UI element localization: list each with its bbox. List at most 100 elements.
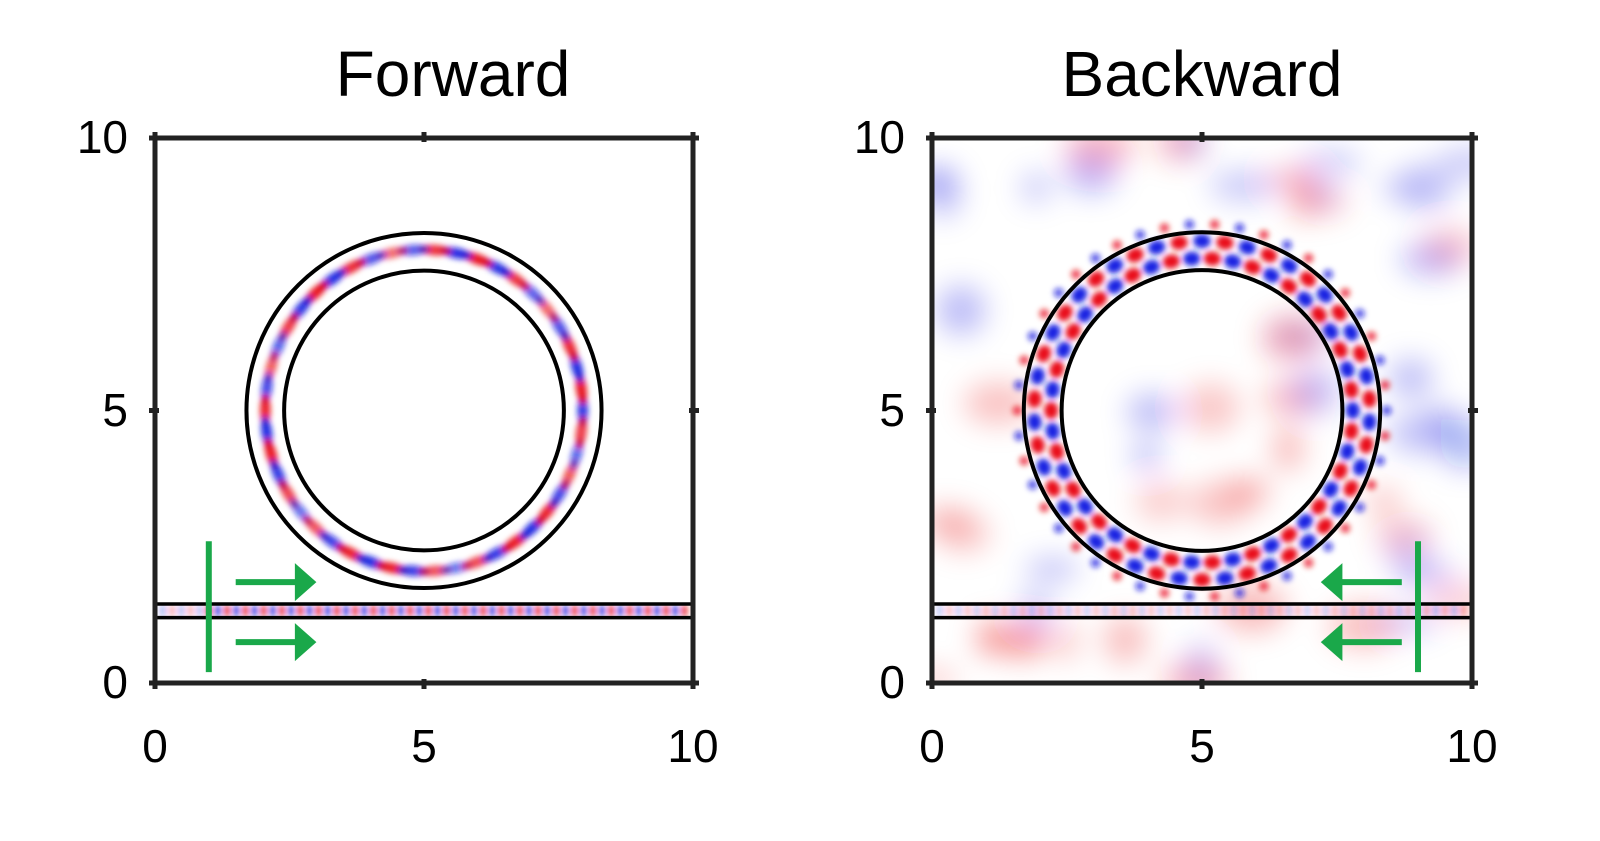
ring-halo-lobe bbox=[1323, 541, 1333, 552]
waveguide-field-lobe bbox=[397, 604, 404, 617]
waveguide-field-lobe bbox=[1185, 604, 1191, 617]
background-ripple bbox=[1175, 138, 1208, 158]
background-ripple bbox=[932, 506, 972, 534]
waveguide-field-lobe bbox=[507, 604, 514, 617]
waveguide-field-lobe bbox=[1148, 604, 1155, 617]
waveguide-field-lobe bbox=[1295, 604, 1302, 617]
ring-field-lobe bbox=[1049, 443, 1064, 461]
ring-field-lobe bbox=[1106, 547, 1124, 563]
ring-halo-lobe bbox=[1053, 523, 1064, 533]
waveguide-field-lobe bbox=[1166, 604, 1173, 617]
waveguide-field-lobe bbox=[571, 604, 578, 617]
ring-halo-lobe bbox=[1053, 288, 1064, 298]
ring-field-lobe bbox=[1238, 240, 1256, 255]
waveguide-field-backward bbox=[937, 604, 1467, 617]
ring-field-lobe bbox=[1316, 518, 1333, 535]
waveguide-field-lobe bbox=[178, 604, 185, 617]
ring-halo-lobe bbox=[1184, 591, 1195, 602]
ring-field-lobe bbox=[1280, 278, 1298, 294]
ring-halo-lobe bbox=[1380, 431, 1390, 441]
waveguide-field-lobe bbox=[525, 604, 532, 617]
ring-field-lobe bbox=[1126, 558, 1144, 574]
background-ripple bbox=[1227, 475, 1271, 509]
structure-outlines-forward bbox=[155, 230, 693, 673]
waveguide-field-lobe bbox=[160, 604, 166, 617]
waveguide-field-lobe bbox=[1286, 604, 1292, 617]
waveguide-field-lobe bbox=[681, 604, 688, 617]
waveguide-field-lobe bbox=[644, 604, 651, 617]
waveguide-field-lobe bbox=[608, 604, 615, 617]
y-tick-label: 5 bbox=[102, 384, 128, 436]
waveguide-field-lobe bbox=[489, 604, 496, 617]
waveguide-field-lobe bbox=[361, 604, 368, 617]
waveguide-field-lobe bbox=[617, 604, 624, 617]
y-tick-label: 0 bbox=[879, 656, 905, 708]
ring-field-lobe bbox=[1260, 558, 1278, 574]
background-ripple bbox=[1209, 170, 1278, 202]
ring-halo-lobe bbox=[1374, 355, 1385, 366]
ring-field-lobe bbox=[1044, 401, 1059, 420]
ring-halo-lobe bbox=[1159, 588, 1170, 598]
x-tick-label: 5 bbox=[411, 720, 437, 772]
waveguide-field-lobe bbox=[233, 604, 240, 617]
waveguide-field-lobe bbox=[461, 604, 468, 617]
ring-halo-lobe bbox=[1112, 240, 1122, 250]
field-layer-backward bbox=[932, 138, 1472, 683]
ring-halo-lobe bbox=[1354, 308, 1365, 319]
ring-field-lobe bbox=[1362, 413, 1377, 431]
ring-halo-lobe bbox=[1234, 588, 1245, 598]
ring-field-lobe bbox=[1056, 462, 1071, 480]
background-ripple bbox=[1181, 382, 1240, 433]
ring-field-lobe bbox=[1056, 341, 1071, 359]
ring-field-lobe bbox=[1260, 247, 1278, 263]
waveguide-field-lobe bbox=[1120, 604, 1127, 617]
waveguide-field-lobe bbox=[1194, 604, 1201, 617]
waveguide-field-lobe bbox=[1249, 604, 1256, 617]
ring-outer-boundary bbox=[244, 230, 604, 591]
ring-field-lobe bbox=[1263, 267, 1280, 283]
ring-field-lobe bbox=[1323, 481, 1339, 498]
waveguide-field-lobe bbox=[297, 604, 304, 617]
background-ripple bbox=[1423, 227, 1472, 266]
ring-field-lobe bbox=[1143, 546, 1160, 562]
ring-field-lobe bbox=[1106, 527, 1124, 543]
ring-halo-lobe bbox=[1184, 219, 1195, 230]
waveguide-field-lobe bbox=[333, 604, 340, 617]
waveguide-field-lobe bbox=[992, 604, 999, 617]
ring-field-lobe bbox=[1333, 462, 1348, 480]
ring-field-lobe bbox=[1106, 278, 1124, 294]
waveguide-field-lobe bbox=[1038, 604, 1045, 617]
waveguide-field-lobe bbox=[370, 604, 377, 617]
panel-forward: Forward 0 5 10 0 5 10 bbox=[77, 38, 719, 772]
ring-field-lobe bbox=[1170, 571, 1188, 586]
arrow-head bbox=[1320, 623, 1343, 662]
ring-halo-lobe bbox=[1381, 405, 1392, 416]
background-ripple bbox=[1292, 366, 1340, 415]
waveguide-field-lobe bbox=[1212, 604, 1219, 617]
waveguide-field-lobe bbox=[1460, 604, 1467, 617]
ring-field-lobe bbox=[1045, 480, 1061, 497]
ring-halo-lobe bbox=[1303, 253, 1314, 264]
ring-field-lobe bbox=[1280, 527, 1298, 543]
ring-halo-lobe bbox=[1303, 557, 1314, 568]
background-ripple bbox=[1052, 621, 1081, 662]
waveguide-field-lobe bbox=[983, 604, 989, 617]
waveguide-field-lobe bbox=[1019, 604, 1026, 617]
background-ripple bbox=[1299, 149, 1362, 176]
ring-field-lobe bbox=[1049, 360, 1064, 378]
waveguide-field-lobe bbox=[937, 604, 944, 617]
ring-field-lobe bbox=[1359, 367, 1374, 385]
ring-halo-lobe bbox=[1019, 355, 1030, 366]
ring-field-lobe bbox=[1203, 555, 1221, 570]
background-ripple bbox=[1004, 620, 1045, 661]
ring-field-lobe bbox=[1193, 234, 1211, 249]
waveguide-field-lobe bbox=[407, 604, 413, 617]
waveguide-field-lobe bbox=[260, 604, 267, 617]
waveguide-field-lobe bbox=[1405, 604, 1412, 617]
waveguide-field-lobe bbox=[1423, 604, 1430, 617]
ring-field-lobe bbox=[1280, 547, 1298, 563]
ring-field-lobe bbox=[1065, 481, 1081, 498]
waveguide-field-lobe bbox=[544, 604, 551, 617]
ring-halo-lobe bbox=[1374, 455, 1385, 466]
